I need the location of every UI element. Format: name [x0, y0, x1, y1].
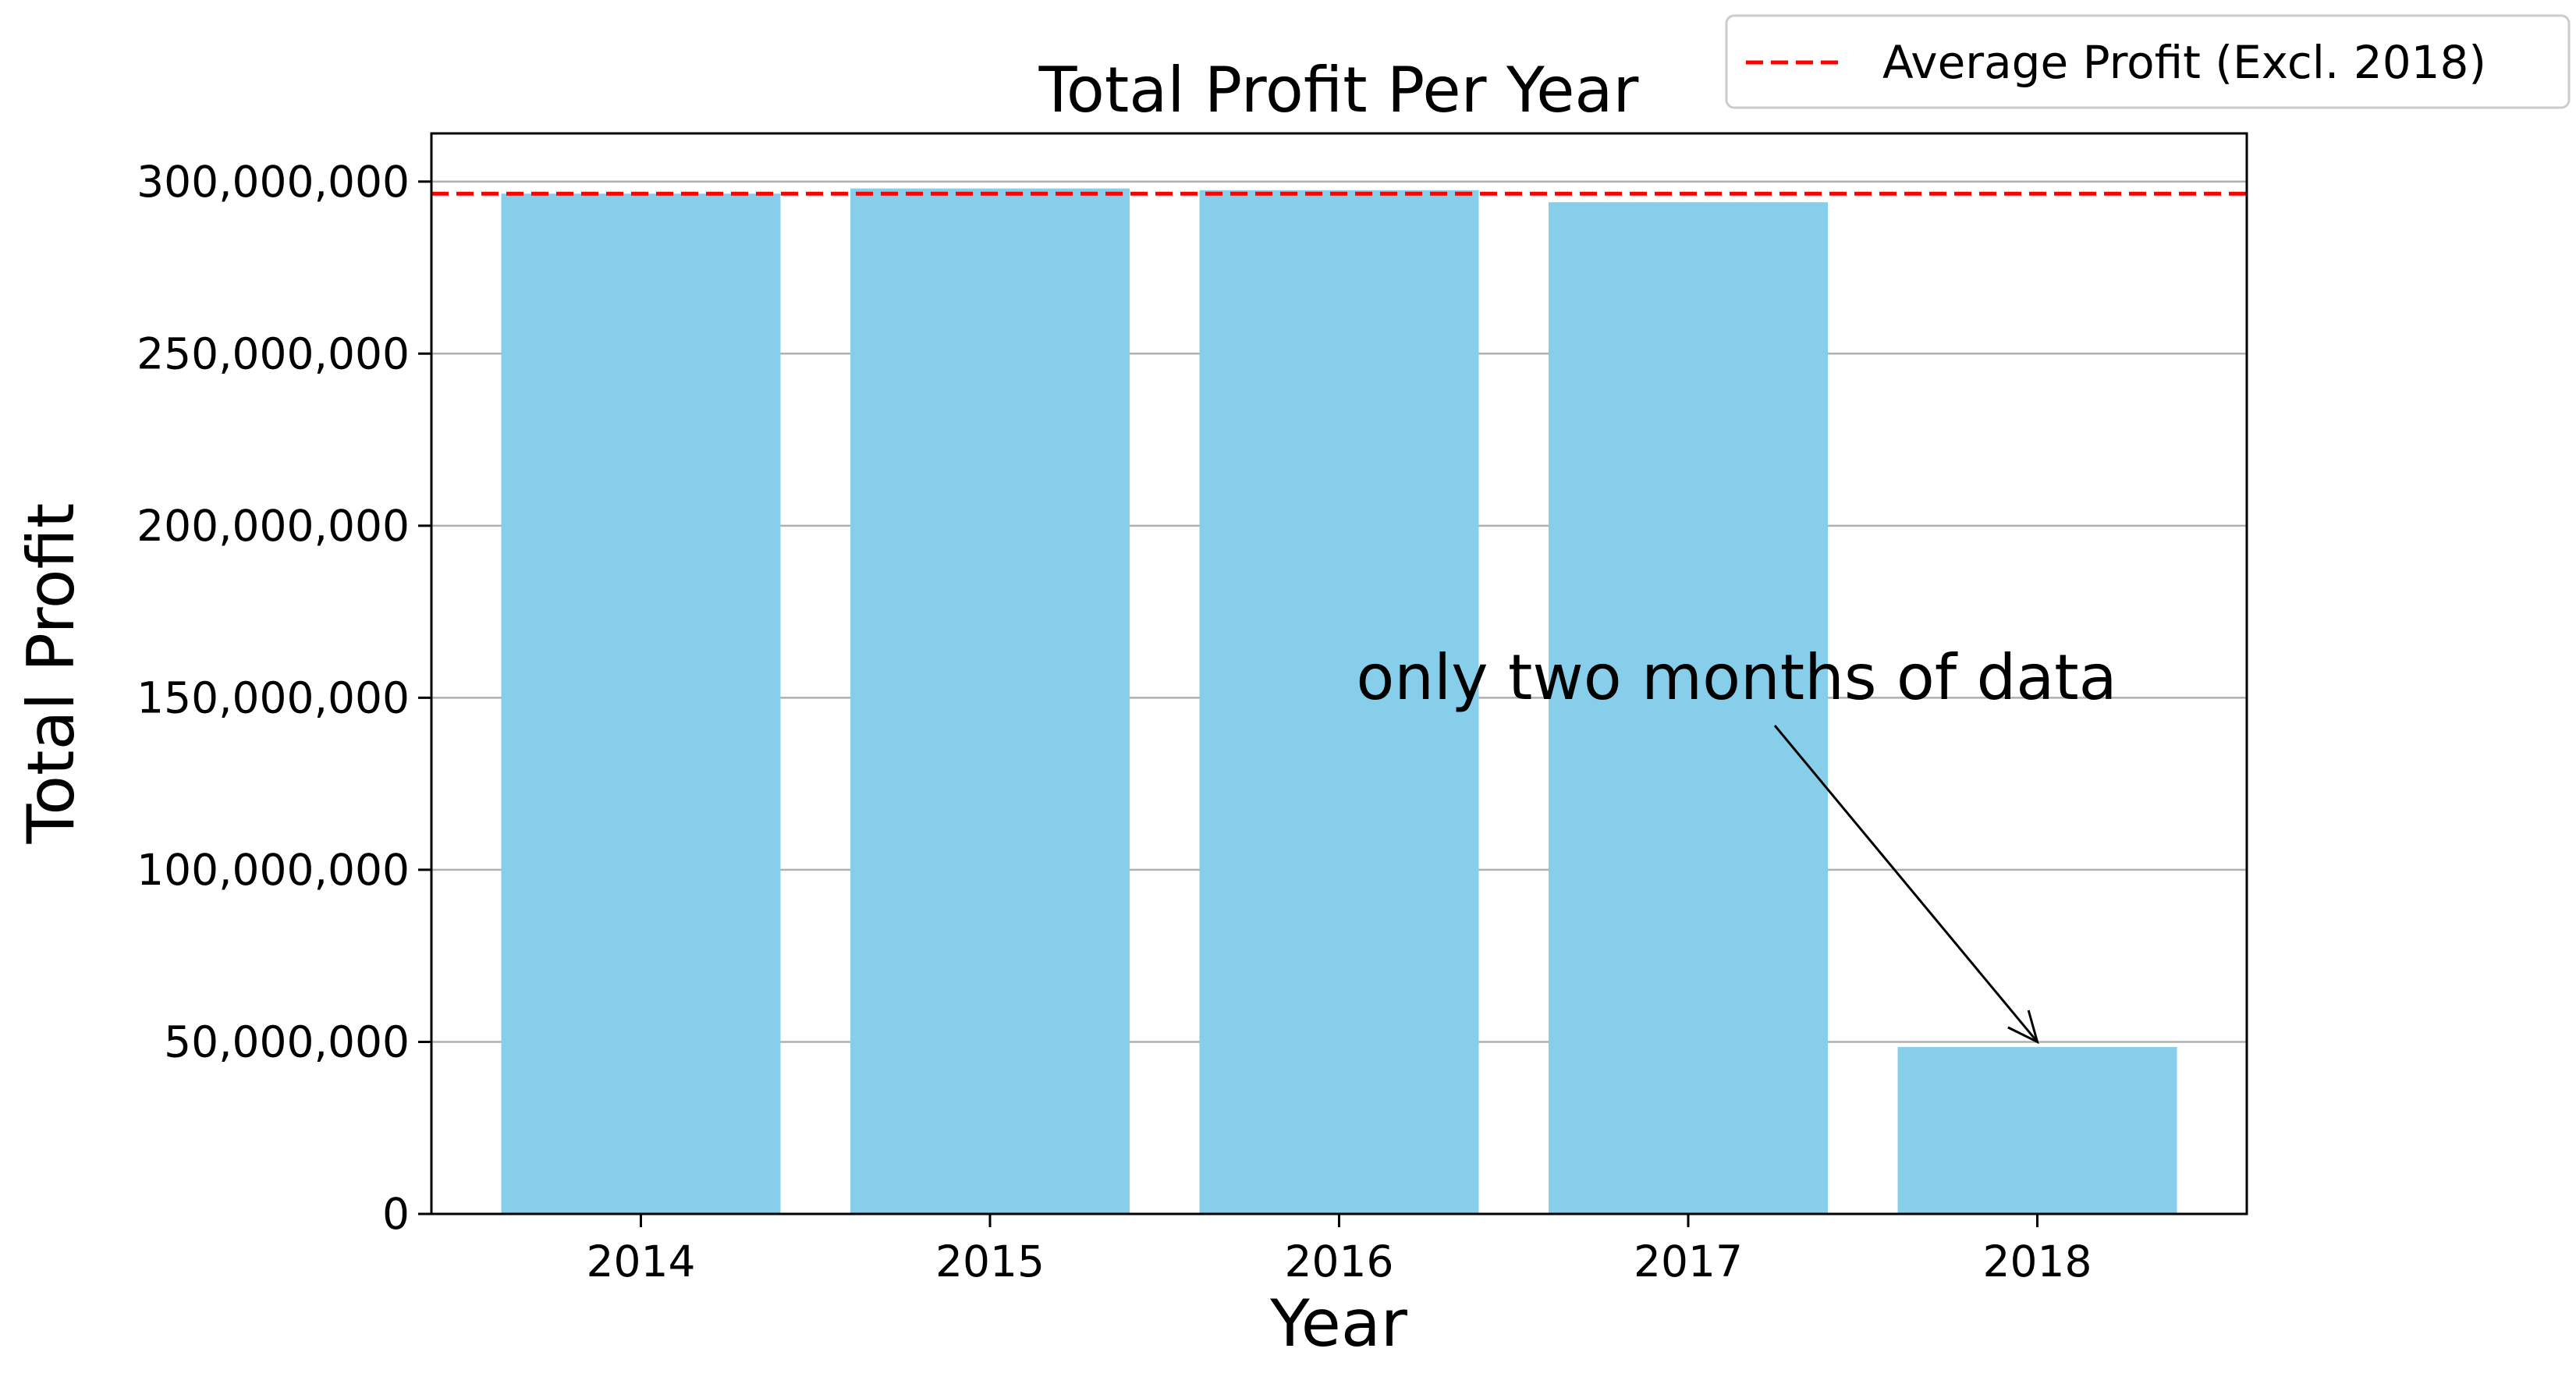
- y-tick-label: 250,000,000: [137, 328, 410, 378]
- y-axis-title: Total Profit: [13, 503, 89, 845]
- y-axis-ticks: 0 50,000,000 100,000,000 150,000,000 200,000…: [137, 157, 431, 1239]
- chart-title: Total Profit Per Year: [1038, 54, 1639, 126]
- annotation-text: only two months of data: [1356, 641, 2117, 714]
- y-tick-label: 0: [382, 1189, 410, 1239]
- y-tick-label: 50,000,000: [164, 1017, 410, 1066]
- y-tick-label: 200,000,000: [137, 501, 410, 551]
- x-tick-label: 2015: [935, 1237, 1045, 1286]
- bar-2015: [850, 189, 1130, 1214]
- legend-label: Average Profit (Excl. 2018): [1882, 36, 2486, 89]
- bar-2014: [502, 193, 781, 1214]
- bar-2018: [1898, 1047, 2177, 1214]
- y-tick-label: 300,000,000: [137, 157, 410, 207]
- legend: Average Profit (Excl. 2018): [1726, 16, 2569, 108]
- x-tick-label: 2017: [1634, 1237, 1743, 1286]
- x-axis-title: Year: [1269, 1286, 1408, 1361]
- y-tick-label: 150,000,000: [137, 672, 410, 722]
- x-tick-label: 2014: [587, 1237, 696, 1286]
- y-tick-label: 100,000,000: [137, 845, 410, 895]
- x-tick-label: 2016: [1285, 1237, 1394, 1286]
- x-axis-ticks: 2014 2015 2016 2017 2018: [587, 1214, 2092, 1286]
- x-tick-label: 2018: [1983, 1237, 2092, 1286]
